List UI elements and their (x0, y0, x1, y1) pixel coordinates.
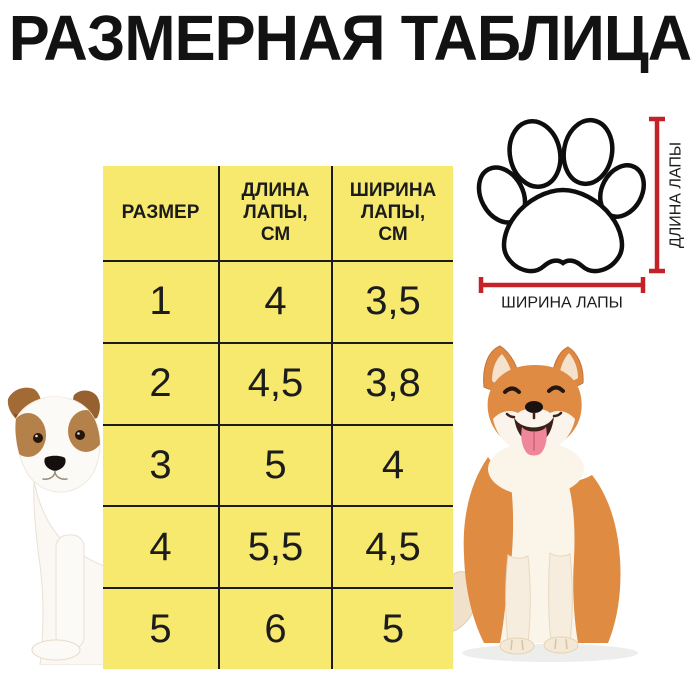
header-line: ШИРИНА (349, 179, 437, 201)
width-label: ШИРИНА ЛАПЫ (501, 295, 623, 312)
dog-paw (31, 639, 81, 661)
dog-neck-ruff (488, 442, 584, 496)
table-row: 2 4,5 3,8 (103, 343, 453, 426)
table-row: 3 5 4 (103, 425, 453, 508)
dog-eye-right (75, 430, 85, 440)
length-measure-line (649, 116, 665, 274)
dog-smile-corners (505, 411, 563, 420)
width-measure-line (478, 277, 646, 293)
dog-toe-lines (510, 638, 568, 651)
header-cell-paw-width: ШИРИНА ЛАПЫ, СМ (333, 166, 453, 260)
cell-length: 5,5 (220, 507, 333, 588)
header-line: СМ (260, 224, 291, 246)
cell-width: 3,8 (365, 361, 421, 406)
header-line: ЛАПЫ, (243, 201, 308, 223)
cell-size: 5 (103, 589, 220, 669)
cell-length: 4,5 (220, 343, 333, 424)
table-row: 5 6 5 (103, 589, 453, 669)
size-table: РАЗМЕР ДЛИНА ЛАПЫ, СМ ШИРИНА ЛАПЫ, СМ 1 … (103, 166, 453, 669)
dog-paw-right (543, 636, 579, 654)
dog-nose (44, 455, 66, 471)
shiba-inu-photo (450, 345, 638, 662)
dog-mouth (42, 470, 68, 480)
cell-size: 2 (103, 343, 220, 424)
length-label: ДЛИНА ЛАПЫ (668, 142, 685, 248)
header-line: РАЗМЕР (121, 201, 200, 223)
dog-eye-right (547, 385, 565, 393)
cell-width: 4,5 (365, 524, 421, 569)
header-line: ЛАПЫ, (360, 201, 426, 223)
page-title: РАЗМЕРНАЯ ТАБЛИЦА (8, 2, 692, 74)
cell-size: 3 (103, 425, 220, 506)
dog-leg (55, 534, 85, 650)
dog-eye-patch-left (15, 413, 46, 457)
table-row: 4 5,5 4,5 (103, 507, 453, 590)
paw-measurement-diagram: ДЛИНА ЛАПЫ ШИРИНА ЛАПЫ (476, 116, 685, 312)
dog-eye-patch-right (68, 410, 101, 452)
header-line: СМ (378, 224, 408, 246)
dog-eye-left (33, 433, 43, 443)
cell-width: 4 (381, 442, 405, 487)
dog-leg-left (505, 554, 531, 644)
table-header-row: РАЗМЕР ДЛИНА ЛАПЫ, СМ ШИРИНА ЛАПЫ, СМ (103, 166, 453, 262)
cell-length: 5 (220, 425, 333, 506)
header-line: ДЛИНА (241, 179, 310, 201)
table-row: 1 4 3,5 (103, 262, 453, 344)
dog-blaze (46, 396, 68, 452)
cell-size: 1 (103, 262, 220, 342)
paw-print-icon (476, 117, 646, 274)
header-cell-paw-length: ДЛИНА ЛАПЫ, СМ (220, 166, 333, 260)
dog-nose (525, 401, 543, 413)
dog-leg-right (548, 552, 573, 643)
header-cell-size: РАЗМЕР (103, 166, 220, 260)
dog-eye-highlight (35, 434, 38, 438)
jack-russell-photo (7, 387, 106, 665)
cell-size: 4 (103, 507, 220, 588)
dog-paw-left (499, 637, 535, 655)
cell-length: 6 (220, 589, 333, 669)
cell-width: 3,5 (365, 279, 421, 324)
cell-length: 4 (220, 262, 333, 342)
cell-width: 5 (381, 606, 405, 651)
dog-eye-left (503, 386, 521, 394)
dog-eye-highlight (77, 432, 80, 435)
